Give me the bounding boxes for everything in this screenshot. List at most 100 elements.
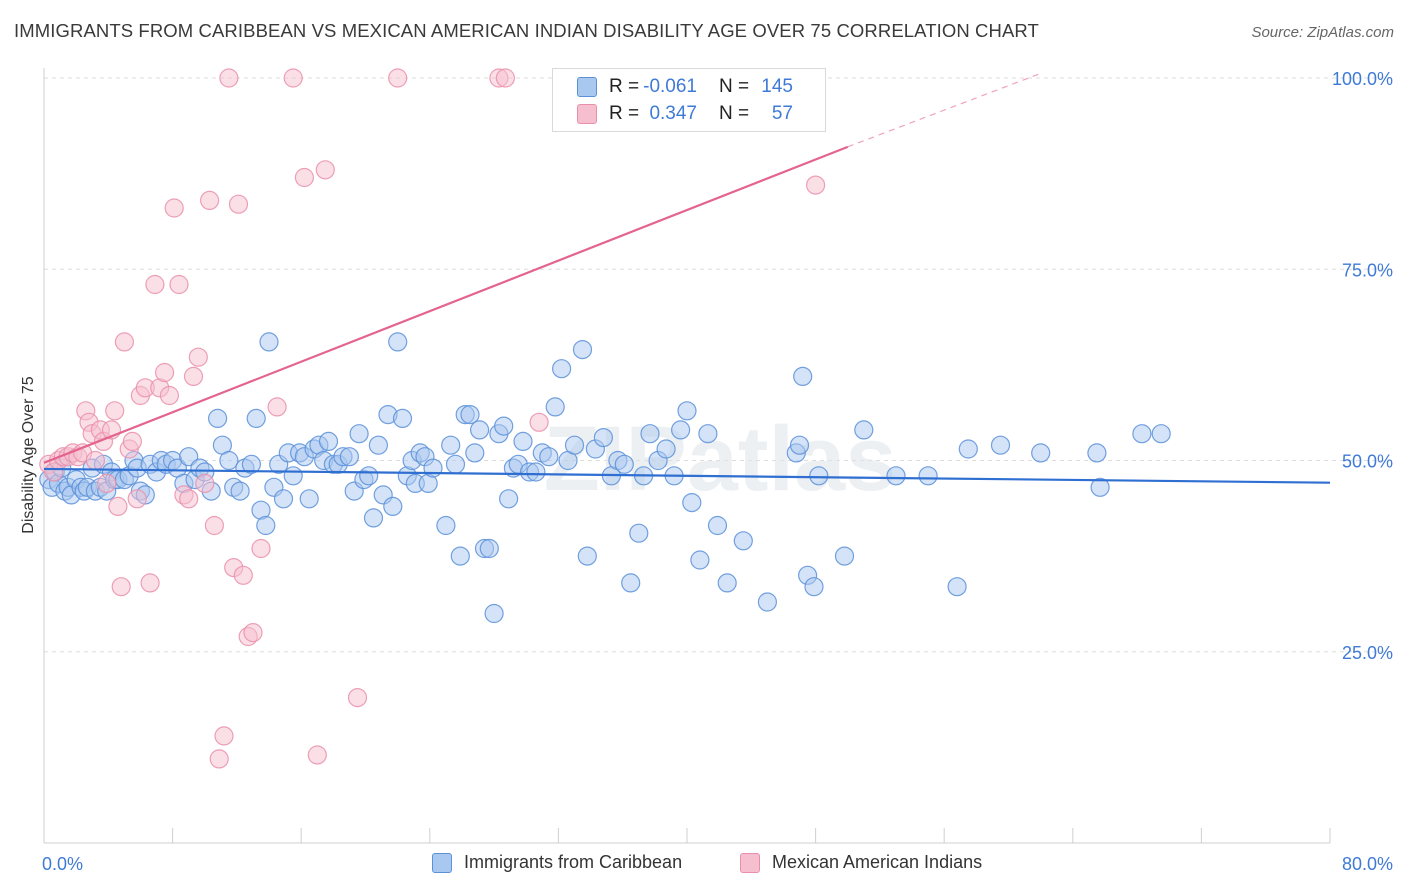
data-point-caribbean [621,573,641,593]
data-point-mexican-american-indians [805,175,826,195]
data-point-mexican-american-indians [267,397,287,417]
data-point-caribbean [273,489,294,509]
data-point-mexican-american-indians [114,332,135,352]
data-point-caribbean [1151,424,1171,444]
data-point-mexican-american-indians [251,538,271,559]
data-point-caribbean [670,420,691,440]
data-point-caribbean [886,466,906,486]
data-point-caribbean [707,515,728,536]
data-point-caribbean [494,416,514,436]
data-point-caribbean [470,420,490,440]
data-point-caribbean [629,523,649,543]
y-tick-label: 75.0% [1342,260,1393,280]
y-tick-label: 25.0% [1342,643,1393,663]
data-point-mexican-american-indians [145,274,165,295]
data-point-caribbean [958,439,978,459]
chart-title: IMMIGRANTS FROM CARIBBEAN VS MEXICAN AME… [14,20,1039,41]
n-label: N = [719,103,750,124]
data-point-caribbean [614,454,634,474]
x-ticks [43,828,1331,843]
trend-line-mexican-american-indians [43,145,849,464]
data-point-caribbean [1031,443,1051,463]
data-point-caribbean [208,408,228,428]
data-point-mexican-american-indians [388,68,408,88]
data-point-caribbean [577,546,597,566]
data-point-mexican-american-indians [529,412,549,432]
data-point-caribbean [854,420,874,440]
series-caribbean-points [39,332,1171,624]
data-point-caribbean [1087,443,1107,463]
data-point-caribbean [241,454,261,474]
data-point-mexican-american-indians [214,726,234,746]
data-point-caribbean [990,435,1011,455]
data-point-caribbean [656,439,676,459]
data-point-caribbean [593,428,614,448]
legend: Immigrants from Caribbean Mexican Americ… [0,852,1406,878]
data-point-caribbean [450,546,470,566]
legend-label: Mexican American Indians [772,852,983,872]
data-point-caribbean [392,408,413,428]
data-point-caribbean [947,577,967,597]
data-point-caribbean [572,340,593,360]
data-point-caribbean [368,435,388,455]
r-value: 0.347 [649,103,697,124]
data-point-caribbean [219,450,239,471]
data-point-caribbean [545,397,565,417]
data-point-mexican-american-indians [233,565,253,585]
source-label: Source: ZipAtlas.com [1251,24,1394,41]
y-tick-labels: 25.0% 50.0% 75.0% 100.0% [1332,69,1393,663]
watermark: ZIPatlas [544,408,897,510]
trend-line-caribbean [43,467,1331,484]
data-point-mexican-american-indians [204,515,224,536]
data-point-caribbean [834,546,855,566]
data-point-caribbean [479,538,499,559]
data-point-caribbean [809,466,829,486]
data-point-caribbean [259,332,279,352]
data-point-mexican-american-indians [111,577,131,597]
n-value: 145 [761,76,793,97]
data-point-caribbean [789,435,810,455]
data-point-caribbean [423,458,443,478]
trend-lines [43,73,1331,484]
data-point-caribbean [793,366,813,386]
data-point-caribbean [441,435,461,455]
data-point-caribbean [179,447,199,467]
data-point-caribbean [526,462,546,482]
data-point-caribbean [513,431,533,451]
data-point-caribbean [757,592,778,612]
data-point-caribbean [230,481,250,501]
data-point-mexican-american-indians [108,496,128,516]
data-point-caribbean [1132,424,1152,444]
legend-label: Immigrants from Caribbean [464,852,683,872]
data-point-caribbean [318,431,339,451]
gridlines [44,77,1395,653]
data-point-mexican-american-indians [122,431,142,451]
pink-swatch [740,852,760,873]
data-point-caribbean [640,424,660,444]
data-point-mexican-american-indians [140,573,160,593]
x-tick-label-min: 0.0% [42,854,83,874]
data-point-mexican-american-indians [495,68,515,88]
data-point-caribbean [733,531,753,551]
data-point-caribbean [299,489,319,509]
data-point-mexican-american-indians [169,274,189,295]
data-point-mexican-american-indians [97,473,117,493]
data-point-mexican-american-indians [283,68,303,88]
r-label: R = [609,76,640,97]
y-tick-label: 50.0% [1342,452,1393,472]
data-point-caribbean [436,515,456,536]
data-point-caribbean [918,466,938,486]
data-point-caribbean [677,401,697,421]
data-point-mexican-american-indians [243,622,263,643]
data-point-caribbean [339,447,359,467]
data-point-mexican-american-indians [188,347,208,367]
data-point-caribbean [359,466,379,486]
legend-item-mexican-american-indians[interactable]: Mexican American Indians [740,852,982,873]
data-point-caribbean [283,466,303,486]
data-point-mexican-american-indians [85,450,106,471]
y-tick-label: 100.0% [1332,69,1393,89]
data-point-mexican-american-indians [195,473,215,493]
data-point-mexican-american-indians [315,160,335,180]
legend-item-caribbean[interactable]: Immigrants from Caribbean [432,852,682,873]
data-point-mexican-american-indians [164,198,184,218]
